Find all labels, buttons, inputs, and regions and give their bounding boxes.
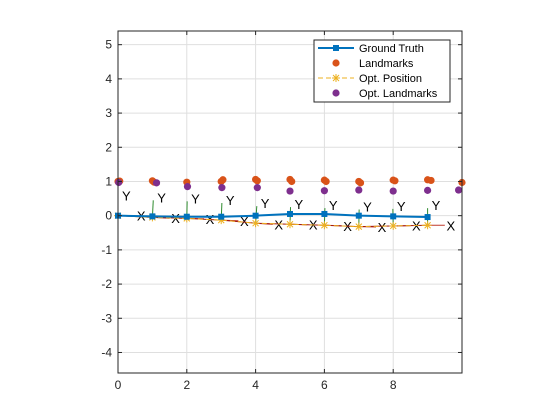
pose-y-label: Y xyxy=(157,190,166,205)
ground-truth-point xyxy=(390,213,397,220)
landmark-point xyxy=(288,177,296,186)
legend-label: Ground Truth xyxy=(359,43,424,55)
ground-truth-point xyxy=(321,210,328,217)
legend-label: Opt. Landmarks xyxy=(359,88,438,100)
ground-truth-point xyxy=(252,212,259,219)
opt-position-point xyxy=(423,221,432,230)
landmark-point xyxy=(356,179,365,187)
star-stroke xyxy=(252,219,259,227)
y-tick-label: -3 xyxy=(101,311,112,325)
landmark-point xyxy=(253,177,261,185)
legend-label: Opt. Position xyxy=(359,73,422,85)
opt-landmark-point xyxy=(183,183,192,191)
star-stroke xyxy=(389,222,397,230)
legend-entry: Ground Truth xyxy=(318,43,424,55)
opt-landmark-point xyxy=(454,186,463,194)
opt-position-point xyxy=(251,219,260,228)
pose-x-label: X xyxy=(171,211,180,226)
opt-landmark-point xyxy=(389,187,397,195)
opt-landmark-point xyxy=(355,186,363,194)
y-tick-label: -4 xyxy=(101,345,112,359)
legend-swatch-marker xyxy=(332,89,340,97)
y-tick-label: 2 xyxy=(105,140,112,154)
pose-y-label: Y xyxy=(363,200,372,215)
pose-y-label: Y xyxy=(397,199,406,214)
pose-y-label: Y xyxy=(432,198,441,213)
opt-position-point xyxy=(286,220,294,229)
landmark-point xyxy=(322,177,330,186)
star-stroke xyxy=(321,221,328,229)
pose-x-label: X xyxy=(412,219,421,234)
pose-x-label: X xyxy=(274,217,283,232)
x-tick-label: 2 xyxy=(183,378,190,392)
x-tick-label: 0 xyxy=(115,378,122,392)
pose-y-label: Y xyxy=(261,196,270,211)
landmark-point xyxy=(427,176,435,185)
legend-entry: Opt. Position xyxy=(318,73,422,85)
pose-x-label: X xyxy=(378,220,387,235)
pose-y-label: Y xyxy=(191,191,200,206)
pose-y-label: Y xyxy=(329,198,338,213)
y-tick-label: 1 xyxy=(105,174,112,188)
x-tick-label: 6 xyxy=(321,378,328,392)
opt-landmark-point xyxy=(253,184,261,192)
y-tick-label: 3 xyxy=(105,106,112,120)
legend: Ground Truth Landmarks Opt. Position Opt. L… xyxy=(313,39,451,103)
legend-swatch-marker xyxy=(333,45,339,51)
pose-y-label: Y xyxy=(295,197,304,212)
opt-landmark-point xyxy=(320,187,328,195)
star-stroke xyxy=(355,223,363,230)
opt-landmark-point xyxy=(424,186,432,194)
opt-landmark-point xyxy=(115,178,123,187)
landmark-point xyxy=(391,177,399,185)
legend-swatch-marker xyxy=(332,59,340,67)
pose-y-label: Y xyxy=(122,189,131,204)
ground-truth-point xyxy=(183,213,190,220)
landmark-point xyxy=(219,176,227,184)
opt-position-point xyxy=(320,221,329,230)
ground-truth-point xyxy=(149,213,156,220)
star-stroke xyxy=(332,74,340,82)
axes-frame xyxy=(117,30,463,374)
ground-truth-line xyxy=(117,212,428,219)
y-tick-label: 0 xyxy=(105,209,112,223)
legend-entry: Landmarks xyxy=(332,58,414,70)
opt-position-line xyxy=(117,215,428,228)
x-tick-label: 8 xyxy=(390,378,397,392)
opt-landmark-point xyxy=(218,184,226,192)
ground-truth-point xyxy=(424,214,431,221)
opt-position-point xyxy=(354,222,363,231)
legend-swatch-marker xyxy=(332,74,340,82)
star-stroke xyxy=(424,221,431,229)
y-tick-label: -2 xyxy=(101,277,112,291)
axes: 0 2 4 6 8 -4 -3 -2 -1 0 1 2 3 4 5 xyxy=(101,30,463,392)
opt-landmark-point xyxy=(286,187,294,195)
star-stroke xyxy=(286,220,294,228)
opt-position-point xyxy=(389,221,398,230)
y-tick-label: 5 xyxy=(105,38,112,52)
pose-y-label: Y xyxy=(226,193,235,208)
legend-label: Landmarks xyxy=(359,58,414,70)
x-tick-label: 4 xyxy=(252,378,259,392)
y-tick-label: -1 xyxy=(101,243,112,257)
y-tick-label: 4 xyxy=(105,72,112,86)
opt-landmark-point xyxy=(152,179,161,187)
legend-entry: Opt. Landmarks xyxy=(332,88,438,100)
ground-truth-point xyxy=(355,212,362,219)
ground-truth-point xyxy=(218,213,225,220)
pose-x-label: X xyxy=(446,218,455,233)
pose-x-label: X xyxy=(240,214,249,229)
ground-truth-point xyxy=(287,210,293,217)
